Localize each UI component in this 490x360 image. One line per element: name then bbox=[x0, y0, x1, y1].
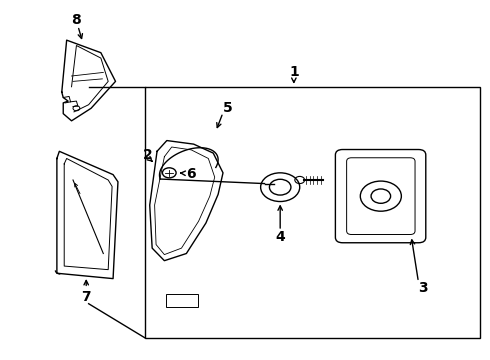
Text: 4: 4 bbox=[275, 230, 285, 244]
Bar bbox=[166, 294, 197, 307]
Text: 2: 2 bbox=[143, 148, 152, 162]
Text: 5: 5 bbox=[223, 101, 233, 115]
Text: 7: 7 bbox=[81, 289, 91, 303]
Text: 1: 1 bbox=[289, 66, 299, 80]
Text: 6: 6 bbox=[186, 167, 196, 181]
Text: 3: 3 bbox=[418, 280, 428, 294]
Bar bbox=[145, 87, 480, 338]
Text: 8: 8 bbox=[72, 13, 81, 27]
